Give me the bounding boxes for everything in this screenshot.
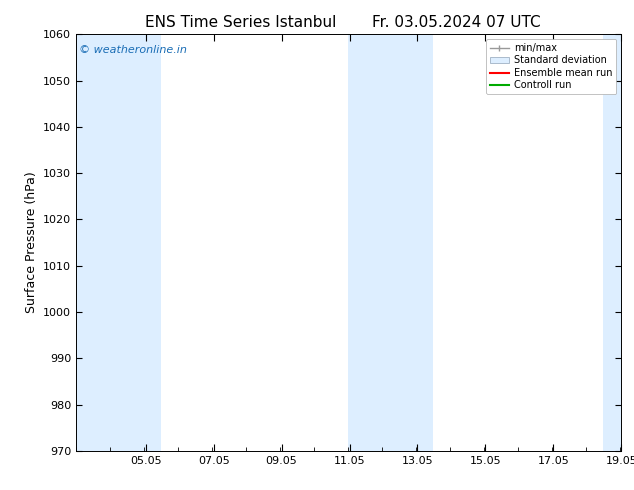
Y-axis label: Surface Pressure (hPa): Surface Pressure (hPa) [25, 172, 37, 314]
Legend: min/max, Standard deviation, Ensemble mean run, Controll run: min/max, Standard deviation, Ensemble me… [486, 39, 616, 94]
Text: ENS Time Series Istanbul: ENS Time Series Istanbul [145, 15, 337, 30]
Bar [76, 34, 161, 451]
Bar [603, 34, 621, 451]
Bar [348, 34, 433, 451]
Text: © weatheronline.in: © weatheronline.in [79, 45, 186, 55]
Text: Fr. 03.05.2024 07 UTC: Fr. 03.05.2024 07 UTC [372, 15, 541, 30]
